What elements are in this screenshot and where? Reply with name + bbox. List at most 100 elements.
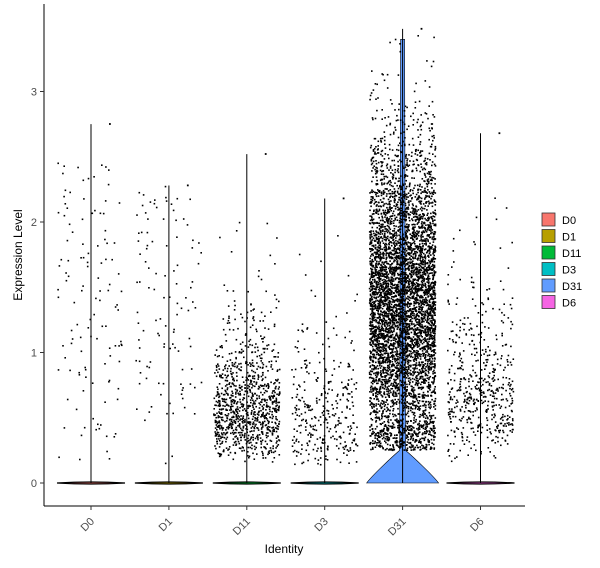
data-point [224, 420, 226, 423]
data-point [335, 445, 338, 447]
data-point [427, 200, 430, 203]
data-point [419, 247, 422, 250]
data-point [400, 364, 402, 367]
data-point [383, 314, 386, 317]
data-point [399, 242, 402, 245]
data-point [425, 395, 427, 397]
data-point [421, 233, 424, 235]
data-point [404, 280, 407, 283]
data-point [97, 245, 99, 247]
data-point [403, 211, 405, 213]
data-point [421, 342, 424, 345]
data-point [371, 432, 373, 435]
data-point [380, 295, 383, 297]
data-point [424, 319, 427, 321]
data-point [425, 422, 428, 425]
data-point [397, 285, 400, 288]
data-point [259, 421, 261, 424]
data-point [331, 414, 334, 416]
data-point [369, 308, 372, 310]
data-point [431, 442, 433, 444]
data-point [116, 304, 118, 306]
data-point [348, 365, 351, 368]
data-point [310, 289, 313, 292]
data-point [381, 301, 383, 304]
data-point [392, 212, 394, 215]
data-point [428, 252, 431, 255]
data-point [424, 112, 427, 114]
data-point [256, 397, 258, 400]
data-point [401, 357, 403, 359]
data-point [170, 203, 173, 205]
data-point [392, 317, 394, 320]
data-point [381, 320, 383, 322]
data-point [380, 248, 382, 250]
data-point [383, 318, 386, 321]
data-point [388, 339, 390, 341]
data-point [369, 238, 372, 240]
data-point [408, 353, 411, 355]
data-point [369, 370, 372, 372]
data-point [409, 242, 411, 244]
data-point [387, 314, 390, 317]
data-point [338, 422, 341, 424]
data-point [400, 194, 402, 196]
data-point [226, 417, 228, 419]
data-point [395, 248, 398, 251]
data-point [388, 225, 390, 228]
data-point [306, 364, 308, 367]
data-point [392, 222, 395, 224]
data-point [421, 394, 424, 396]
data-point [373, 372, 375, 375]
data-point [235, 410, 238, 413]
data-point [259, 437, 262, 439]
data-point [291, 439, 294, 441]
data-point [274, 387, 277, 390]
data-point [338, 436, 341, 438]
data-point [386, 439, 388, 441]
data-point [377, 382, 379, 385]
data-point [400, 255, 403, 257]
data-point [418, 214, 420, 217]
data-point [421, 256, 424, 259]
data-point [386, 406, 388, 409]
data-point [381, 183, 383, 186]
data-point [234, 396, 237, 398]
data-point [394, 218, 397, 221]
data-point [432, 311, 434, 313]
data-point [291, 369, 293, 371]
data-point [374, 386, 376, 389]
data-point [241, 385, 243, 388]
data-point [231, 400, 234, 403]
data-point [267, 328, 270, 330]
data-point [233, 399, 235, 402]
data-point [411, 197, 413, 199]
data-point [429, 192, 432, 195]
data-point [264, 415, 266, 418]
data-point [274, 391, 276, 394]
data-point [95, 297, 97, 300]
data-point [382, 305, 385, 307]
data-point [219, 236, 221, 239]
data-point [406, 422, 409, 425]
data-point [236, 365, 239, 367]
data-point [251, 369, 253, 372]
data-point [160, 393, 162, 396]
data-point [218, 411, 220, 413]
data-point [430, 227, 433, 230]
data-point [421, 242, 424, 245]
data-point [375, 330, 377, 333]
data-point [313, 416, 316, 418]
data-point [432, 414, 435, 417]
data-point [397, 305, 400, 307]
data-point [229, 359, 232, 361]
data-point [380, 268, 382, 270]
data-point [137, 240, 140, 242]
data-point [219, 428, 221, 430]
data-point [148, 287, 150, 289]
data-point [407, 277, 409, 279]
data-point [425, 448, 428, 451]
data-point [396, 334, 399, 336]
data-point [431, 176, 433, 179]
data-point [429, 284, 432, 286]
